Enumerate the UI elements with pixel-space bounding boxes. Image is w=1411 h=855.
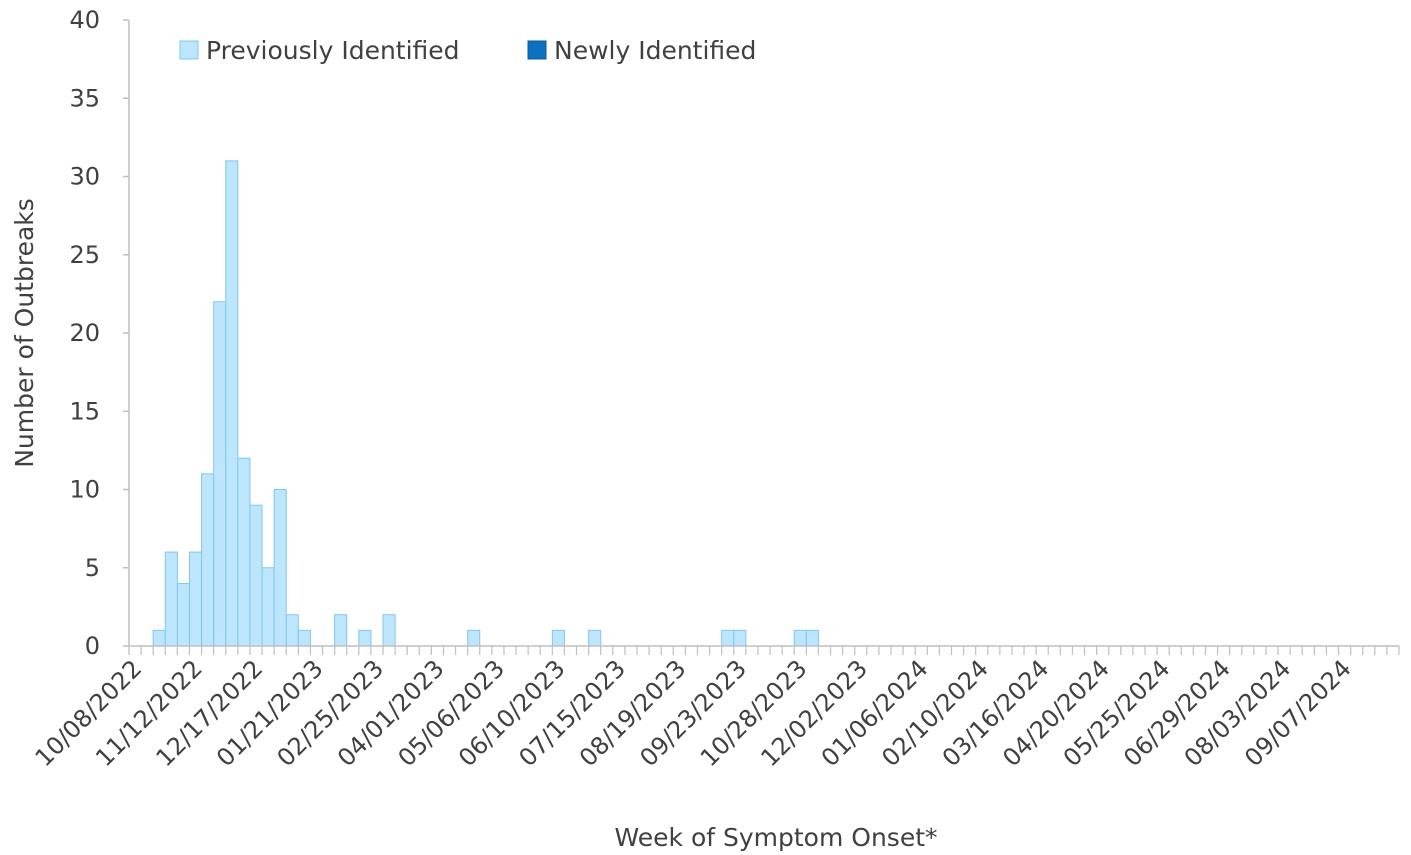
bar-previously-identified <box>213 301 227 647</box>
bar-previously-identified <box>188 551 203 647</box>
bar-previously-identified <box>164 551 178 647</box>
y-tick-label: 0 <box>85 632 100 660</box>
axes <box>128 20 1399 647</box>
x-axis-ticks: 10/08/202211/12/202212/17/202201/21/2023… <box>30 654 1357 772</box>
y-tick-label: 35 <box>69 84 100 112</box>
bar-previously-identified <box>805 629 819 647</box>
y-tick-label: 25 <box>69 241 100 269</box>
bar-previously-identified <box>721 629 735 647</box>
bar-previously-identified <box>733 629 747 647</box>
y-tick-label: 15 <box>69 397 100 425</box>
bar-previously-identified <box>225 160 239 647</box>
bar-previously-identified <box>237 457 251 647</box>
bar-previously-identified <box>249 504 263 647</box>
bar-previously-identified <box>588 629 602 647</box>
x-axis-minor-ticks <box>128 646 1400 655</box>
bar-previously-identified <box>382 614 396 647</box>
y-axis-ticks: 0 5 10 15 20 25 30 35 40 <box>69 6 129 660</box>
y-tick-label: 10 <box>69 476 100 504</box>
bar-previously-identified <box>467 629 481 647</box>
y-tick-label: 5 <box>85 554 100 582</box>
y-tick-label: 40 <box>69 6 100 34</box>
bar-previously-identified <box>201 473 215 647</box>
bar-previously-identified <box>334 614 348 647</box>
bar-previously-identified <box>793 629 807 647</box>
bar-previously-identified <box>297 629 311 647</box>
bar-previously-identified <box>176 582 190 647</box>
bar-previously-identified <box>273 489 287 647</box>
x-axis-title: Week of Symptom Onset* <box>615 823 938 852</box>
legend: Previously Identified Newly Identified <box>179 36 756 65</box>
bar-previously-identified <box>261 567 275 647</box>
bar-previously-identified <box>551 629 565 647</box>
bar-previously-identified <box>358 629 372 647</box>
y-tick-label: 30 <box>69 163 100 191</box>
legend-swatch-newly-identified <box>527 40 547 60</box>
bar-previously-identified <box>285 614 299 647</box>
bar-previously-identified <box>152 629 166 647</box>
y-tick-label: 20 <box>69 319 100 347</box>
legend-label-newly-identified: Newly Identified <box>554 36 756 65</box>
y-axis-title: Number of Outbreaks <box>10 198 39 468</box>
legend-swatch-previously-identified <box>179 40 199 60</box>
legend-label-previously-identified: Previously Identified <box>206 36 460 65</box>
bars <box>152 160 819 647</box>
